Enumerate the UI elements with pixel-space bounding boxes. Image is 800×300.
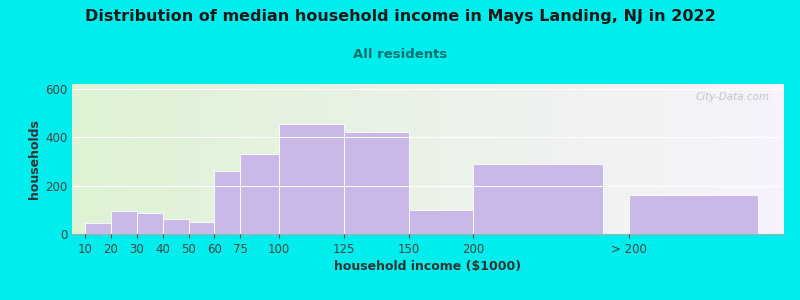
Bar [137, 213, 162, 234]
Text: City-Data.com: City-Data.com [696, 92, 770, 101]
Text: All residents: All residents [353, 48, 447, 61]
Bar [111, 211, 137, 234]
Bar [279, 124, 344, 234]
Bar [409, 210, 474, 234]
Bar [214, 171, 240, 234]
Bar [85, 223, 111, 234]
Bar [240, 154, 279, 234]
X-axis label: household income ($1000): household income ($1000) [334, 260, 522, 273]
Bar [629, 195, 758, 234]
Y-axis label: households: households [28, 119, 41, 199]
Bar [162, 220, 189, 234]
Text: Distribution of median household income in Mays Landing, NJ in 2022: Distribution of median household income … [85, 9, 715, 24]
Bar [189, 222, 214, 234]
Bar [474, 164, 602, 234]
Bar [344, 132, 409, 234]
